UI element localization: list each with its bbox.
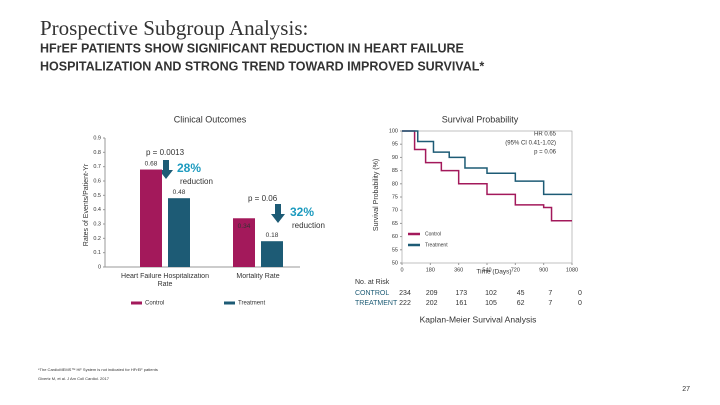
annotation: p = 0.0013 (146, 148, 185, 157)
y-tick-label: 85 (392, 168, 398, 174)
x-axis-label: Time (Days) (476, 269, 511, 276)
y-tick-label: 75 (392, 194, 398, 200)
slide-title: Prospective Subgroup Analysis: (40, 16, 308, 40)
x-tick-label: Mortality Rate (236, 273, 280, 280)
x-tick-label: 720 (511, 267, 520, 273)
table-cell: 234 (399, 290, 411, 297)
table-cell: 7 (548, 300, 552, 307)
arrow (271, 204, 285, 223)
subtitle: HFrEF PATIENTS SHOW SIGNIFICANT REDUCTIO… (40, 41, 464, 55)
bar (233, 218, 255, 267)
chart-title: Survival Probability (442, 114, 519, 124)
legend-label: Treatment (425, 242, 448, 248)
x-tick-label: 360 (454, 267, 463, 273)
table-cell: 173 (455, 290, 467, 297)
y-tick-label: 0.4 (93, 207, 101, 213)
table-title: No. at Risk (355, 279, 390, 286)
y-axis-label: Survival Probability (%) (373, 159, 380, 231)
table-cell: 202 (426, 300, 438, 307)
value-label: 0.48 (173, 189, 186, 196)
value-label: 0.68 (145, 160, 158, 167)
table-cell: 62 (517, 300, 525, 307)
footnote: *The CardioMEMS™ HF System is not indica… (38, 367, 158, 372)
y-tick-label: 0.2 (93, 236, 101, 242)
table-cell: 45 (517, 290, 525, 297)
annotation: 28% (177, 161, 201, 175)
table-cell: 161 (455, 300, 467, 307)
table-cell: 209 (426, 290, 438, 297)
row-label: TREATMENT (355, 300, 398, 307)
y-axis-label: Rates of Events/Patient-Yr (83, 163, 90, 246)
annotation: 32% (290, 205, 314, 219)
legend-label: Control (425, 231, 441, 237)
bar (140, 169, 162, 267)
bar (261, 241, 283, 267)
x-tick-label: 180 (426, 267, 435, 273)
annotation: p = 0.06 (248, 194, 278, 203)
annotation: (95% CI 0.41-1.02) (505, 141, 556, 147)
table-cell: 105 (485, 300, 497, 307)
x-tick-label: Heart Failure Hospitalization Rate (121, 273, 209, 289)
y-tick-label: 80 (392, 181, 398, 187)
annotation: HR 0.65 (534, 132, 557, 138)
x-tick-label: 1080 (566, 267, 578, 273)
table-cell: 7 (548, 290, 552, 297)
arrow (159, 160, 173, 179)
value-label: 0.18 (266, 232, 279, 239)
annotation: reduction (180, 177, 213, 186)
y-tick-label: 0.6 (93, 178, 101, 184)
row-label: CONTROL (355, 290, 389, 297)
y-tick-label: 0.9 (93, 135, 101, 141)
y-tick-label: 95 (392, 142, 398, 148)
y-tick-label: 0.3 (93, 221, 101, 227)
y-tick-label: 0.5 (93, 193, 101, 199)
y-tick-label: 100 (389, 128, 398, 134)
table-cell: 0 (578, 300, 582, 307)
y-tick-label: 90 (392, 155, 398, 161)
table-cell: 0 (578, 290, 582, 297)
x-tick-label: 900 (539, 267, 548, 273)
chart-subtitle: Kaplan-Meier Survival Analysis (420, 314, 537, 324)
page-number: 27 (682, 386, 690, 393)
legend-label: Treatment (238, 301, 265, 307)
subtitle: HOSPITALIZATION AND STRONG TREND TOWARD … (40, 59, 484, 73)
y-tick-label: 55 (392, 247, 398, 253)
survival-curve (402, 130, 572, 196)
annotation: reduction (292, 221, 325, 230)
y-tick-label: 0.7 (93, 164, 101, 170)
value-label: 0.34 (238, 223, 251, 230)
table-cell: 222 (399, 300, 411, 307)
y-tick-label: 65 (392, 221, 398, 227)
y-tick-label: 50 (392, 260, 398, 266)
footnote: Givertz M, et al. J Am Coll Cardiol. 201… (38, 376, 110, 381)
x-tick-label-box: Heart Failure Hospitalization Rate (121, 273, 209, 289)
y-tick-label: 0.8 (93, 150, 101, 156)
survival-curve (402, 130, 572, 222)
table-cell: 102 (485, 290, 497, 297)
bar (168, 198, 190, 267)
y-tick-label: 0.1 (93, 250, 101, 256)
y-tick-label: 0 (98, 264, 101, 270)
y-tick-label: 60 (392, 234, 398, 240)
chart-title: Clinical Outcomes (174, 114, 247, 124)
annotation: p = 0.06 (534, 150, 557, 156)
x-tick-label: 540 (482, 267, 491, 273)
x-tick-label: 0 (400, 267, 403, 273)
x-tick-label-box: Mortality Rate (236, 273, 280, 280)
y-tick-label: 70 (392, 208, 398, 214)
legend-label: Control (145, 301, 164, 307)
